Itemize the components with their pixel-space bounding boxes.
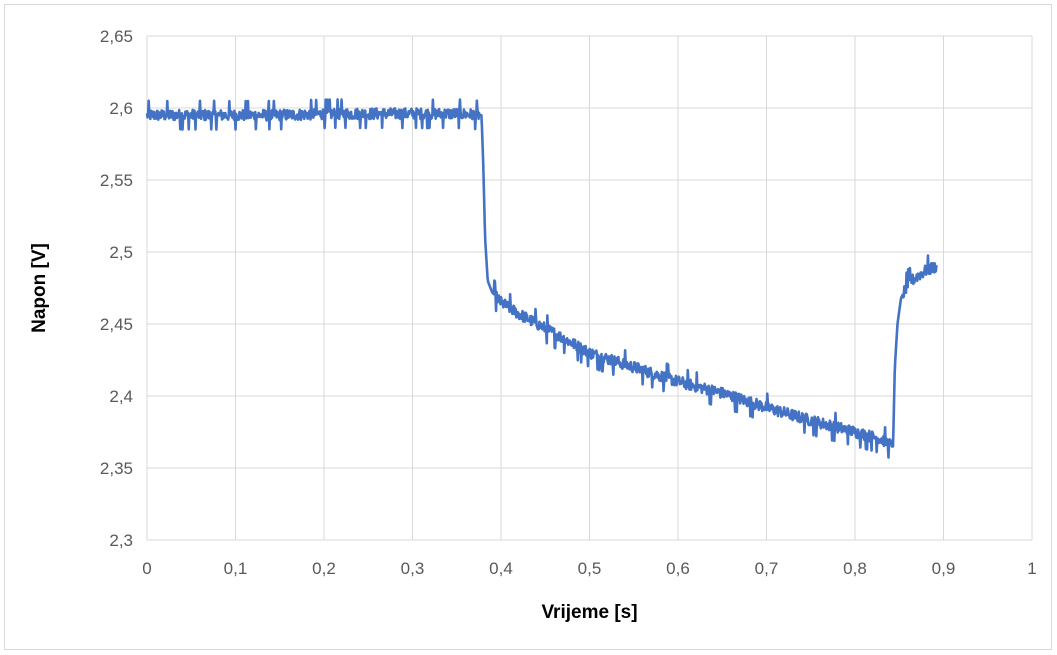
series-layer xyxy=(145,98,938,459)
x-tick-label: 0,4 xyxy=(489,559,513,578)
x-tick-label: 0,3 xyxy=(401,559,425,578)
y-tick-label: 2,55 xyxy=(100,171,133,190)
x-tick-label: 0,9 xyxy=(932,559,956,578)
y-tick-label: 2,45 xyxy=(100,315,133,334)
y-tick-label: 2,4 xyxy=(109,387,133,406)
x-tick-label: 0,5 xyxy=(578,559,602,578)
y-tick-label: 2,35 xyxy=(100,459,133,478)
x-tick-label: 0,7 xyxy=(755,559,779,578)
x-tick-label: 0,8 xyxy=(843,559,867,578)
x-tick-label: 0,6 xyxy=(666,559,690,578)
y-axis-title: Napon [V] xyxy=(29,243,50,333)
x-tick-label: 1 xyxy=(1027,559,1036,578)
y-tick-label: 2,3 xyxy=(109,531,133,550)
voltage-time-chart: 2,32,352,42,452,52,552,62,65 0 0,1 0,2 0,3 0… xyxy=(29,27,1037,623)
y-tick-label: 2,6 xyxy=(109,99,133,118)
chart-frame: 2,3 2,35 2,4 2,45 2,5 2,55 2,6 2,65 0 0,1 0,2 0,3 0… xyxy=(4,4,1052,650)
y-tick-labels: 2,3 2,35 2,4 2,45 2,5 2,55 2,6 2,65 xyxy=(100,27,133,550)
x-tick-labels: 0 0,1 0,2 0,3 0,4 0,5 0,6 0,7 0,8 0,9 1 xyxy=(142,559,1036,578)
x-tick-label: 0,1 xyxy=(224,559,248,578)
x-tick-label: 0,2 xyxy=(312,559,336,578)
y-tick-label: 2,65 xyxy=(100,27,133,46)
series-line xyxy=(145,98,938,459)
y-tick-label: 2,5 xyxy=(109,243,133,262)
y-gridlines xyxy=(147,35,1032,541)
x-tick-label: 0 xyxy=(142,559,151,578)
x-axis-title: Vrijeme [s] xyxy=(541,602,637,623)
